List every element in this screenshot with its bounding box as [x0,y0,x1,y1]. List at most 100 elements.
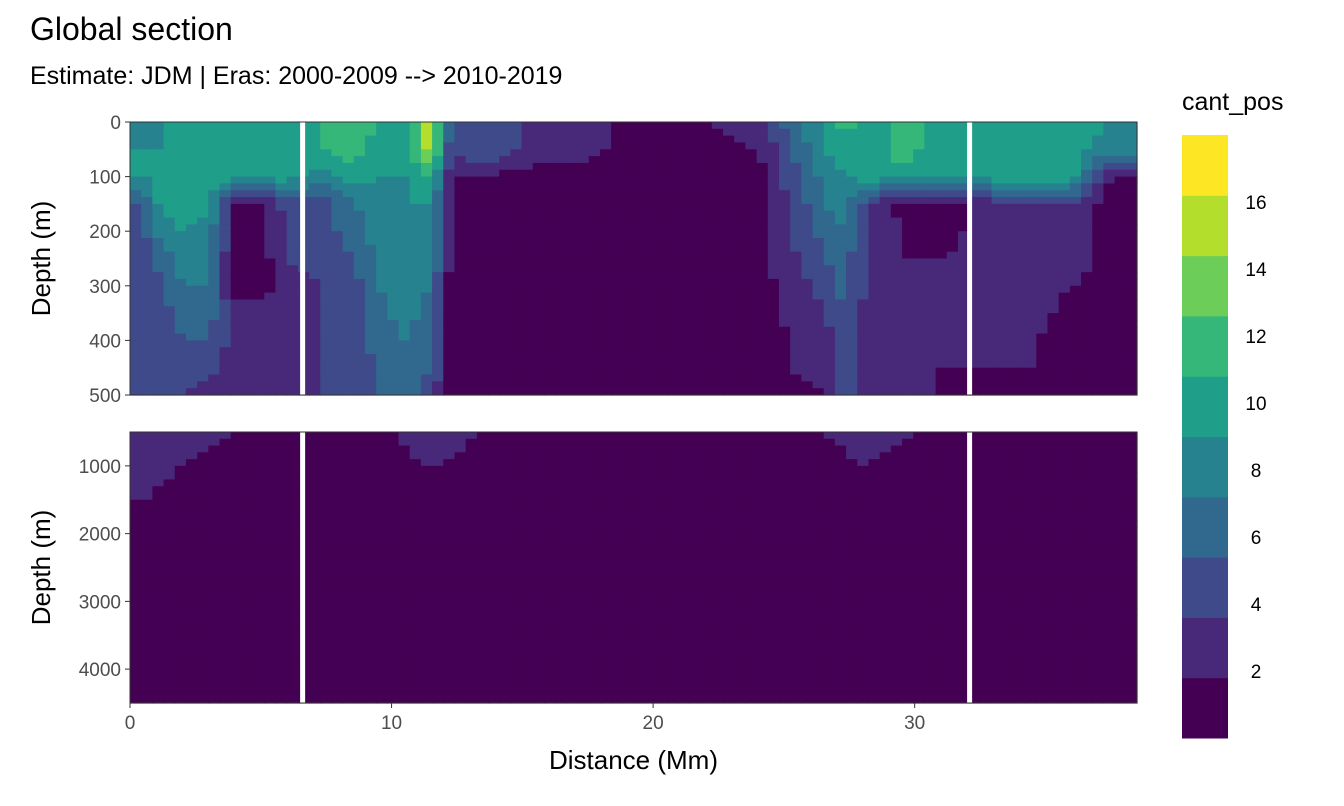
upper-panel-cell [890,251,903,260]
upper-panel-cell [711,190,724,198]
upper-panel-cell [1103,347,1116,355]
upper-panel-cell [823,156,836,164]
lower-panel-cell [376,452,388,460]
upper-panel-cell [331,176,344,185]
lower-panel-cell [185,587,198,596]
upper-panel-cell [902,197,914,205]
lower-panel-cell [454,574,467,582]
upper-panel-cell [398,210,411,219]
upper-panel-cell [219,326,232,335]
upper-panel-cell [778,169,791,178]
lower-panel-cell [398,642,411,650]
upper-panel-cell [935,238,948,246]
upper-panel-cell [1013,265,1026,273]
lower-panel-cell [286,445,299,453]
upper-panel-cell [1025,238,1037,246]
upper-panel-cell [409,347,422,355]
upper-panel-cell [376,142,388,150]
upper-panel-cell [644,210,657,219]
upper-panel-cell [454,169,467,178]
upper-panel-cell [622,278,635,287]
upper-panel-cell [1036,278,1049,287]
upper-panel-cell [364,272,377,280]
upper-panel-cell [275,360,288,369]
upper-panel-cell [1103,190,1116,198]
upper-panel-cell [141,272,153,280]
upper-panel-cell [409,162,422,171]
upper-panel-cell [935,156,948,164]
upper-panel-cell [1047,347,1060,355]
upper-panel-cell [902,347,914,355]
upper-panel-cell [577,224,590,232]
upper-panel-cell [130,135,142,144]
upper-panel-cell [980,203,993,212]
upper-panel-cell [957,360,970,369]
upper-panel-cell [130,251,142,260]
upper-panel-cell [1092,299,1105,307]
lower-panel-cell [454,513,467,521]
upper-panel-cell [443,285,456,294]
upper-panel-cell [599,197,612,205]
lower-panel-cell [443,438,456,447]
upper-panel-cell [241,183,254,191]
upper-panel-cell [588,183,601,191]
upper-panel-cell [879,306,892,314]
lower-panel-cell [253,438,265,447]
upper-panel-cell [756,388,769,396]
lower-panel-cell [286,594,299,602]
upper-panel-cell [387,244,400,253]
upper-panel-cell [700,176,713,185]
upper-panel-cell [543,272,556,280]
upper-panel-cell [130,354,142,362]
upper-panel-cell [588,251,601,260]
upper-panel-cell [230,128,243,137]
upper-panel-cell [465,231,478,239]
upper-panel-cell [980,169,993,178]
lower-panel-cell [219,675,232,684]
upper-panel-cell [1081,210,1093,219]
upper-panel-cell [801,210,814,219]
lower-panel-cell [197,520,209,528]
upper-panel-cell [543,285,556,294]
upper-panel-cell [532,319,545,328]
upper-panel-cell [868,360,881,369]
lower-panel-cell [488,621,500,630]
upper-panel-cell [342,333,355,341]
upper-panel-cell [902,231,914,239]
upper-panel-cell [342,381,355,389]
upper-panel-cell [812,238,825,246]
lower-panel-cell [163,669,176,677]
lower-panel-cell [387,465,400,474]
upper-panel-cell [141,244,153,253]
lower-panel-cell [398,513,411,521]
upper-panel-cell [902,340,914,348]
upper-panel-cell [857,176,870,185]
upper-panel-cell [219,149,232,157]
lower-panel-cell [208,621,221,630]
upper-panel-cell [309,299,321,307]
upper-panel-cell [879,340,892,348]
upper-panel-cell [1013,251,1026,260]
upper-panel-cell [1036,340,1049,348]
upper-panel-cell [745,197,758,205]
upper-panel-cell [700,217,713,225]
lower-panel-cell [163,574,176,582]
upper-panel-cell [756,258,769,266]
upper-panel-cell [1092,244,1105,253]
upper-panel-cell [555,326,567,335]
upper-panel-cell [543,299,556,307]
upper-panel-cell [700,197,713,205]
upper-panel-cell [1013,183,1026,191]
lower-panel-cell [420,594,433,602]
upper-panel-cell [342,347,355,355]
upper-panel-cell [320,388,332,396]
upper-panel-cell [163,319,176,328]
upper-panel-cell [644,354,657,362]
upper-panel-cell [935,190,948,198]
upper-panel-cell [454,190,467,198]
upper-panel-cell [767,272,780,280]
upper-panel-cell [846,169,858,178]
lower-panel-cell [320,628,332,636]
lower-panel-cell [130,513,142,521]
upper-panel-cell [879,203,892,212]
